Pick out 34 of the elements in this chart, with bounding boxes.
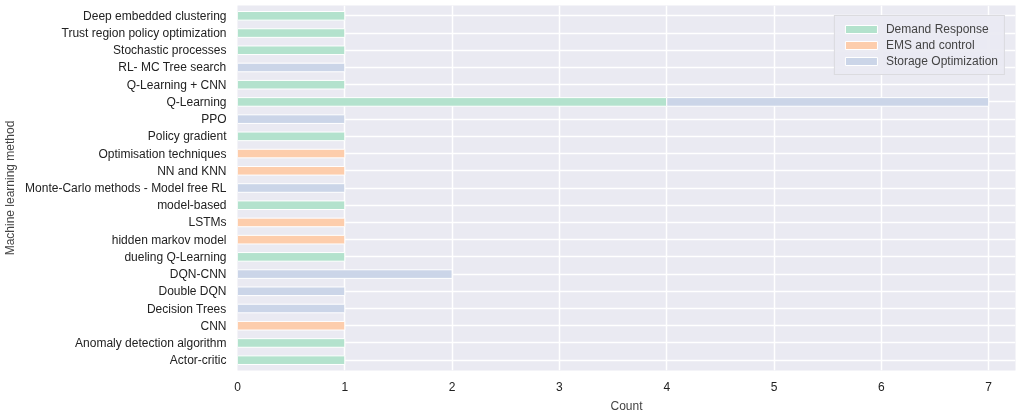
y-tick-label: hidden markov model bbox=[111, 232, 227, 247]
y-tick-label: Anomaly detection algorithm bbox=[75, 335, 227, 350]
y-tick-label: Double DQN bbox=[158, 284, 227, 299]
y-tick-label: Stochastic processes bbox=[113, 43, 227, 58]
legend-label: Demand Response bbox=[885, 22, 989, 36]
y-tick-label: Decision Trees bbox=[146, 301, 227, 316]
y-tick-label: PPO bbox=[201, 112, 227, 127]
y-tick-label: DQN-CNN bbox=[169, 267, 227, 282]
x-tick-label: 0 bbox=[234, 379, 242, 394]
y-tick-label: RL- MC Tree search bbox=[118, 60, 227, 75]
x-tick-label: 6 bbox=[878, 379, 886, 394]
x-tick-label: 4 bbox=[663, 379, 671, 394]
y-tick-label: Actor-critic bbox=[169, 353, 227, 368]
legend-label: EMS and control bbox=[885, 38, 975, 52]
legend-label: Storage Optimization bbox=[885, 54, 998, 68]
y-tick-label: Optimisation techniques bbox=[98, 146, 227, 161]
y-tick-label: Q-Learning + CNN bbox=[126, 77, 227, 92]
y-tick-label: dueling Q-Learning bbox=[124, 249, 227, 264]
x-tick-label: 1 bbox=[341, 379, 349, 394]
y-tick-label: Trust region policy optimization bbox=[61, 26, 227, 41]
y-tick-label: Policy gradient bbox=[147, 129, 228, 144]
x-axis-title: Count bbox=[610, 398, 644, 413]
x-tick-label: 3 bbox=[556, 379, 564, 394]
x-tick-label: 7 bbox=[985, 379, 993, 394]
y-tick-label: Deep embedded clustering bbox=[83, 8, 227, 23]
y-axis-title: Machine learning method bbox=[3, 120, 18, 256]
x-tick-label: 5 bbox=[770, 379, 778, 394]
y-tick-label: Monte-Carlo methods - Model free RL bbox=[25, 181, 227, 195]
y-tick-label: Q-Learning bbox=[166, 94, 227, 109]
y-tick-label: NN and KNN bbox=[157, 163, 227, 178]
y-tick-label: CNN bbox=[200, 318, 227, 333]
x-tick-label: 2 bbox=[448, 379, 456, 394]
y-tick-label: LSTMs bbox=[188, 215, 227, 230]
y-tick-label: model-based bbox=[157, 198, 227, 213]
